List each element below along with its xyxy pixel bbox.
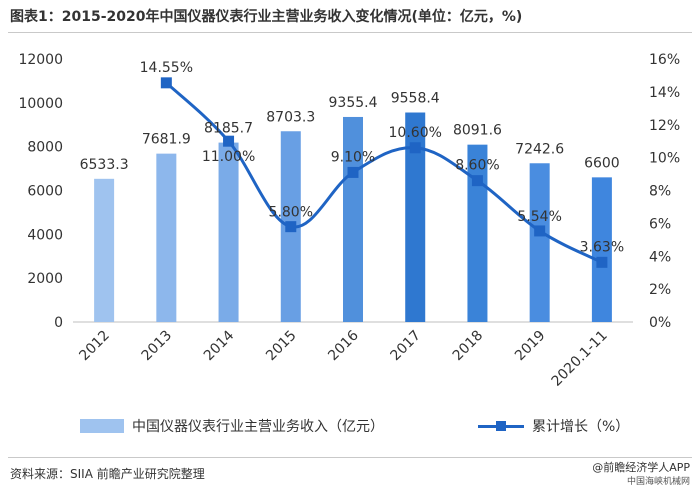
line-marker [471,175,483,187]
y-right-tick-label: 16% [649,52,680,68]
legend-item-bars: 中国仪器仪表行业主营业务收入（亿元） [80,416,384,436]
y-left-tick-label: 6000 [27,184,63,200]
x-tick-label: 2012 [76,328,113,365]
y-left-tick-label: 12000 [18,52,63,68]
legend-square-marker-icon [496,421,506,431]
y-right-tick-label: 6% [649,216,671,232]
bar [405,112,426,322]
bar-value-label: 6600 [584,155,620,171]
bar [529,163,550,322]
line-marker [534,225,546,237]
bar [94,178,115,322]
combo-chart: 0 2000 4000 6000 8000 10000 12000 0% 2% 4% 6% 8% 10%… [18,52,680,390]
y-left-tick-label: 10000 [18,96,63,112]
x-tick-label: 2019 [512,328,549,365]
bar-value-label: 6533.3 [80,157,129,173]
x-tick-label: 2016 [325,327,362,364]
bar [343,116,363,322]
line-value-label: 5.54% [517,209,561,225]
line-value-label: 5.80% [269,205,313,221]
bar [591,177,612,322]
x-tick-label: 2013 [139,328,176,365]
y-left-tick-label: 0 [54,315,63,331]
y-right-tick-label: 2% [649,282,671,298]
bar-value-label: 8185.7 [204,121,253,137]
y-left-tick-label: 2000 [27,271,63,287]
x-tick-label: 2017 [388,328,425,365]
bar [467,144,488,322]
x-tick-label: 2018 [450,328,487,365]
brand-mark: @前瞻经济学人APP 中国海峡机械网 [592,461,690,489]
y-left-tick-label: 4000 [27,227,63,243]
line-value-label: 11.00% [202,149,255,165]
line-value-label: 10.60% [389,125,442,141]
y-right-tick-label: 12% [649,118,680,134]
legend-item-line: 累计增长（%） [478,416,629,436]
y-right-tick-label: 4% [649,249,671,265]
chart-title: 图表1：2015-2020年中国仪器仪表行业主营业务收入变化情况(单位：亿元，%… [10,9,523,25]
bar-value-label: 9355.4 [329,95,378,111]
y-right-tick-label: 8% [649,184,671,200]
bar-value-label: 7242.6 [515,141,564,157]
brand-name: @前瞻经济学人APP [592,461,690,474]
top-divider [8,32,692,33]
bar [156,153,177,322]
line-value-label: 9.10% [331,149,375,165]
bar-value-label: 9558.4 [391,91,440,107]
source-note: 资料来源：SIIA 前瞻产业研究院整理 [10,467,205,481]
x-tick-label: 2020.1-11 [549,328,611,390]
bar [218,142,239,322]
line-marker [347,166,359,178]
legend-bar-swatch [80,419,124,433]
x-tick-label: 2015 [263,328,300,365]
y-right-tick-label: 0% [649,315,671,331]
legend-bar-label: 中国仪器仪表行业主营业务收入（亿元） [132,419,384,435]
line-value-label: 8.60% [455,158,499,174]
line-value-label: 14.55% [140,60,193,76]
line-marker [596,256,608,268]
legend-line-swatch [478,419,524,433]
line-marker [409,142,421,154]
line-marker [223,135,235,147]
line-marker [285,221,297,233]
bar-value-label: 8091.6 [453,123,502,139]
x-tick-label: 2014 [201,327,238,364]
y-left-tick-label: 8000 [27,140,63,156]
y-right-tick-label: 14% [649,85,680,101]
legend: 中国仪器仪表行业主营业务收入（亿元） 累计增长（%） [0,416,700,436]
bar-value-label: 7681.9 [142,132,191,148]
bar-value-label: 8703.3 [266,109,315,125]
legend-line-label: 累计增长（%） [532,419,630,435]
brand-sub: 中国海峡机械网 [626,477,690,487]
bottom-divider [8,457,692,458]
y-right-tick-label: 10% [649,151,680,167]
line-marker [160,77,172,89]
line-value-label: 3.63% [580,239,624,255]
